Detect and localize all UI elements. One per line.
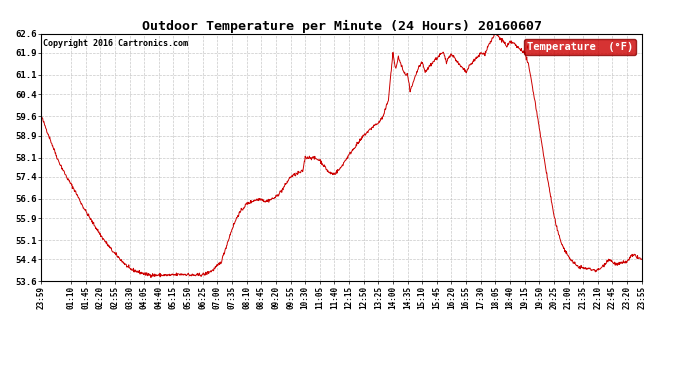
Title: Outdoor Temperature per Minute (24 Hours) 20160607: Outdoor Temperature per Minute (24 Hours… (141, 20, 542, 33)
Text: Copyright 2016 Cartronics.com: Copyright 2016 Cartronics.com (43, 39, 188, 48)
Legend: Temperature  (°F): Temperature (°F) (524, 39, 636, 55)
